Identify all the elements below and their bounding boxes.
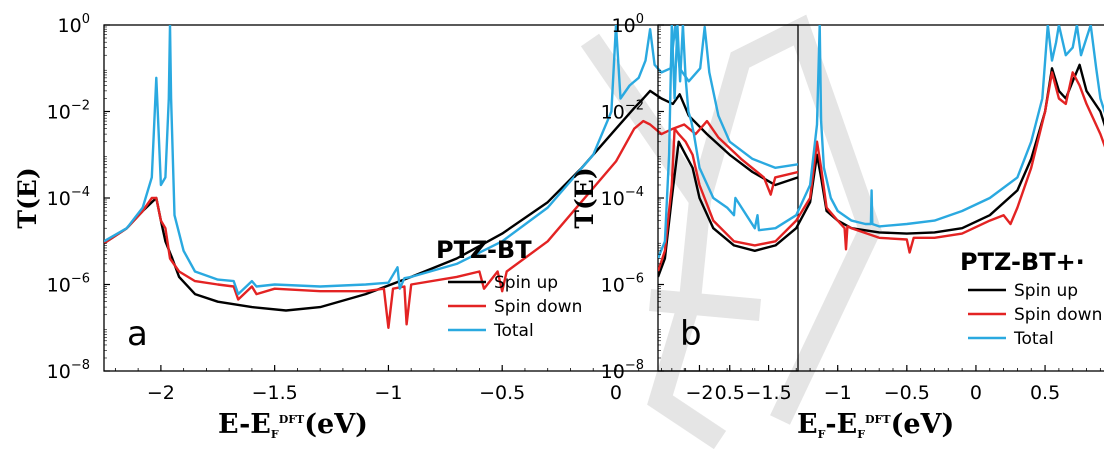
y-tick-label: 10−6: [601, 272, 644, 297]
legend-label: Spin up: [494, 273, 558, 293]
y-tick-label: 10−2: [601, 99, 644, 124]
y-tick-label: 10−2: [47, 99, 90, 124]
x-axis-label-sup: DFT: [865, 413, 891, 426]
x-axis-label-mid: -E: [825, 409, 857, 440]
x-axis-label-sup: DFT: [279, 413, 305, 426]
y-tick-label: 10−8: [601, 358, 644, 383]
y-tick-label: 10−6: [47, 272, 90, 297]
x-tick-label: −0.5: [479, 382, 525, 404]
legend-label: Total: [493, 321, 534, 341]
panel-label: a: [127, 314, 148, 354]
x-axis-label-main: E: [797, 409, 818, 440]
x-tick-label: 0.5: [1030, 382, 1060, 404]
x-tick-label: 0: [610, 382, 622, 404]
x-axis-label-sub1: F: [818, 428, 826, 441]
x-axis-label-unit: (eV): [891, 409, 955, 440]
x-tick-label: 0: [970, 382, 982, 404]
series-line-spin-up: [104, 89, 798, 312]
x-tick-label: −2: [685, 382, 713, 404]
x-tick-label: 0.5: [715, 382, 745, 404]
annotation: PTZ-BT+·: [960, 248, 1085, 276]
x-axis-label-main: E-E: [218, 409, 271, 440]
series-line-spin-down: [658, 71, 1104, 272]
x-axis-label-unit: (eV): [304, 409, 368, 440]
panel-label: b: [680, 314, 702, 354]
x-tick-label: −1.5: [252, 382, 298, 404]
y-tick-label: 100: [612, 12, 644, 37]
series-line-spin-down: [104, 119, 798, 329]
y-axis-label: T(E): [13, 167, 42, 228]
y-tick-label: 100: [58, 12, 90, 37]
x-axis-label-sub: F: [857, 428, 865, 441]
panel-a: T(E) E-EFDFT(eV) PTZ-BT a −2 −1.5 −1 −0.5 0 0…: [13, 12, 799, 441]
x-tick-label: −1: [374, 382, 402, 404]
x-tick-label: −0.5: [884, 382, 930, 404]
x-axis-label: EF-EFDFT(eV): [797, 409, 954, 441]
y-axis-label: T(E): [570, 167, 599, 228]
x-axis-label: E-EFDFT(eV): [218, 409, 368, 441]
x-tick-label: −1: [824, 382, 852, 404]
x-tick-label: −1.5: [746, 382, 792, 404]
legend-label: Spin up: [1014, 281, 1078, 301]
y-tick-label: 10−4: [601, 185, 644, 210]
annotation: PTZ-BT: [436, 236, 532, 264]
x-axis-label-sub: F: [271, 428, 279, 441]
x-tick-label: −2: [147, 382, 175, 404]
legend-label: Spin down: [494, 297, 582, 317]
y-tick-label: 10−8: [47, 358, 90, 383]
y-tick-label: 10−4: [47, 185, 90, 210]
series-line-total: [658, 25, 1104, 259]
watermark: [580, 14, 882, 450]
legend-label: Spin down: [1014, 305, 1102, 325]
panel-b: T(E) EF-EFDFT(eV) PTZ-BT+· b −2 −1.5 −1 −0.…: [570, 12, 1104, 441]
legend-label: Total: [1013, 329, 1054, 349]
